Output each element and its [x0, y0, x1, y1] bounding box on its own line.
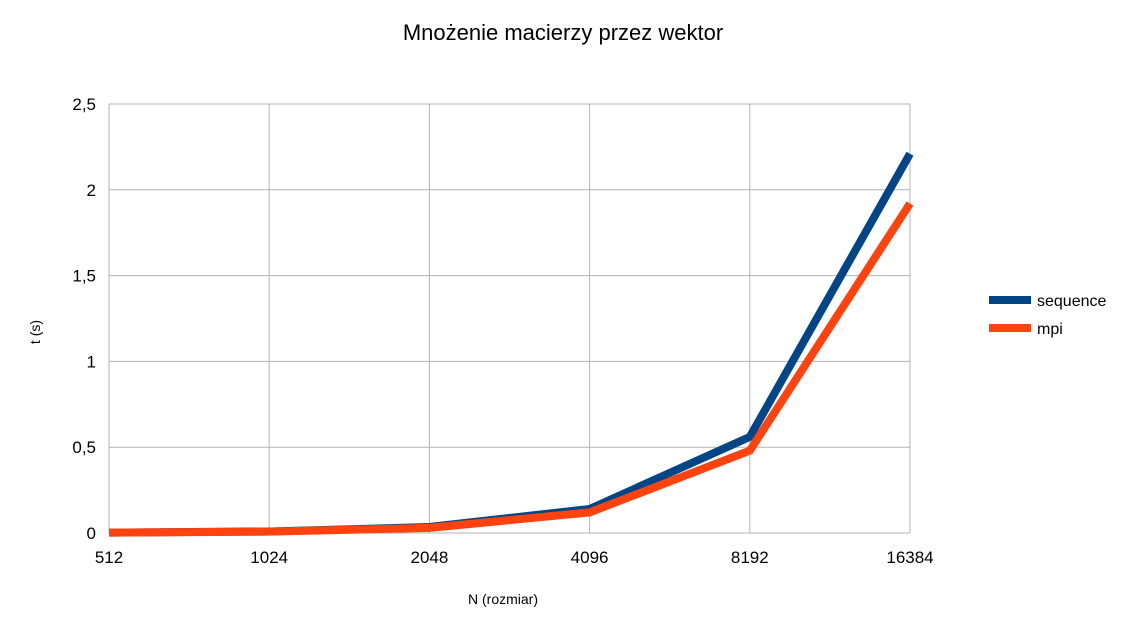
x-tick-label: 16384	[886, 548, 933, 567]
x-tick-label: 4096	[571, 548, 609, 567]
x-tick-label: 2048	[410, 548, 448, 567]
series-line-mpi	[108, 201, 914, 537]
x-tick-label: 1024	[250, 548, 288, 567]
tick-labels: 0 0,5 1 1,5 2 2,5 512 1024 2048 4096 8192 16384	[72, 95, 933, 567]
y-tick-label: 2	[87, 181, 96, 200]
legend: sequence mpi	[989, 293, 1106, 338]
series-lines	[108, 151, 914, 537]
grid	[108, 103, 911, 534]
y-axis-label: t (s)	[27, 320, 43, 344]
x-tick-label: 512	[95, 548, 123, 567]
legend-label-mpi: mpi	[1037, 321, 1063, 338]
chart-title: Mnożenie macierzy przez wektor	[403, 20, 723, 45]
y-tick-label: 1,5	[72, 267, 96, 286]
y-tick-label: 0	[87, 524, 96, 543]
x-axis-label: N (rozmiar)	[468, 591, 538, 607]
y-tick-label: 2,5	[72, 95, 96, 114]
y-tick-label: 1	[87, 352, 96, 371]
y-tick-label: 0,5	[72, 438, 96, 457]
legend-label-sequence: sequence	[1037, 293, 1106, 310]
x-tick-label: 8192	[731, 548, 769, 567]
series-line-sequence	[108, 151, 914, 537]
